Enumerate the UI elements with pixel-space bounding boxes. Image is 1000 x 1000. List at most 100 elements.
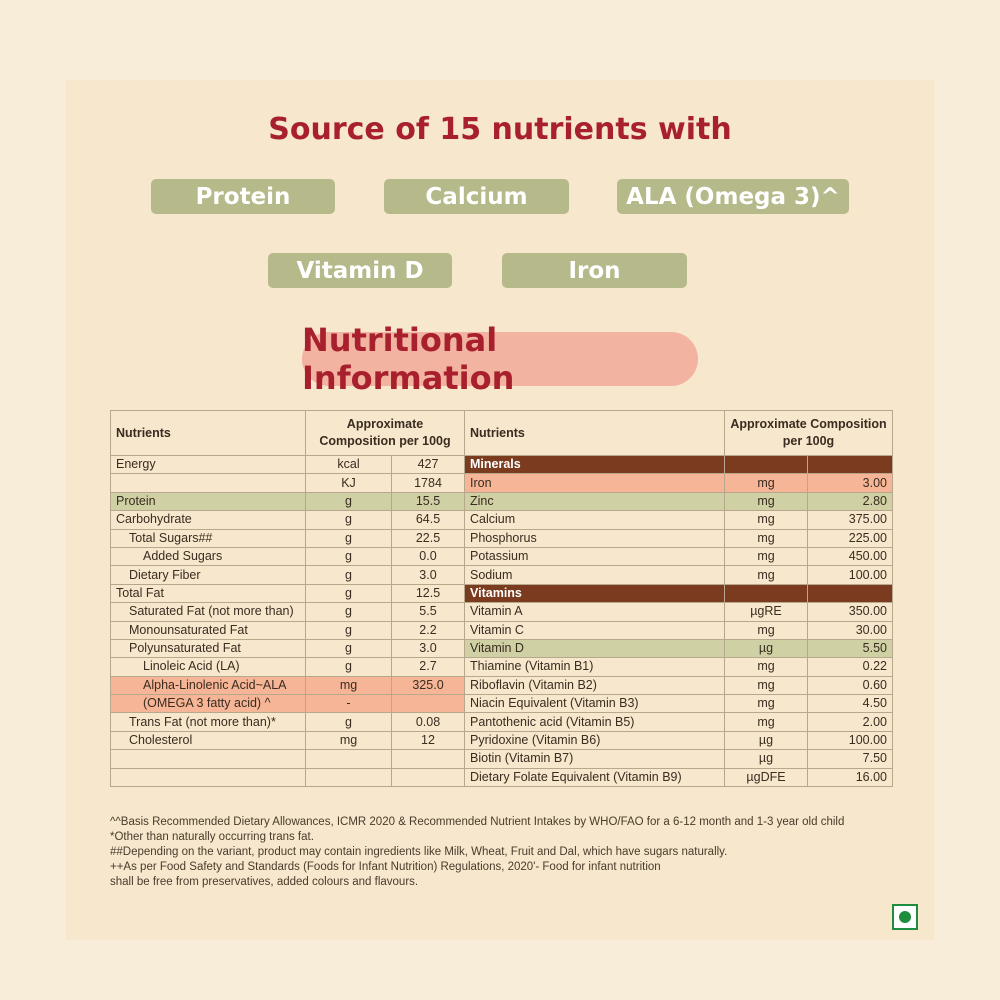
right-table-row: Riboflavin (Vitamin B2) mg 0.60 (464, 675, 893, 696)
left-table-cell-value: 12 (391, 730, 465, 751)
right-table-cell-unit: mg (724, 565, 808, 585)
right-table-row: Biotin (Vitamin B7) µg 7.50 (464, 749, 893, 769)
left-table-cell-name (110, 473, 306, 493)
left-table-cell-value: 0.0 (391, 546, 465, 567)
right-table-cell-value: 2.00 (807, 712, 893, 732)
left-table-cell-unit: g (305, 491, 392, 512)
right-table-cell-name: Iron (464, 473, 725, 493)
right-nutrition-table: Nutrients Approximate Composition per 10… (464, 410, 893, 788)
right-table-cell-value: 2.80 (807, 491, 893, 512)
left-table-row: Polyunsaturated Fat g 3.0 (110, 638, 465, 659)
left-table-row: Dietary Fiber g 3.0 (110, 565, 465, 585)
left-header-composition: Approximate Composition per 100g (305, 410, 465, 456)
footnote-sugars: ##Depending on the variant, product may … (110, 846, 728, 858)
left-table-cell-value (391, 767, 465, 788)
right-table-cell-value: 450.00 (807, 546, 893, 567)
pill-protein: Protein (151, 179, 335, 214)
right-table-cell-name: Zinc (464, 491, 725, 512)
left-header-nutrients: Nutrients (110, 410, 306, 456)
right-table-row: Thiamine (Vitamin B1) mg 0.22 (464, 657, 893, 677)
left-table-cell-value: 5.5 (391, 602, 465, 622)
right-table-cell-value (807, 583, 893, 604)
right-table-row: Minerals (464, 454, 893, 475)
pill-calcium: Calcium (384, 179, 569, 214)
right-table-cell-name: Dietary Folate Equivalent (Vitamin B9) (464, 767, 725, 788)
right-table-cell-value: 100.00 (807, 565, 893, 585)
right-table-cell-name: Pantothenic acid (Vitamin B5) (464, 712, 725, 732)
left-table-cell-name: Added Sugars (110, 546, 306, 567)
right-table-row: Iron mg 3.00 (464, 473, 893, 493)
right-table-cell-name: Vitamin D (464, 638, 725, 659)
left-table-cell-value: 3.0 (391, 565, 465, 585)
right-table-cell-unit: mg (724, 491, 808, 512)
left-table-row: Protein g 15.5 (110, 491, 465, 512)
left-table-cell-unit: KJ (305, 473, 392, 493)
right-table-row: Pantothenic acid (Vitamin B5) mg 2.00 (464, 712, 893, 732)
right-table-cell-unit: mg (724, 510, 808, 530)
left-table-row: Added Sugars g 0.0 (110, 546, 465, 567)
left-table-cell-unit: g (305, 583, 392, 604)
right-table-cell-value: 4.50 (807, 694, 893, 714)
left-table-row: (OMEGA 3 fatty acid) ^ - (110, 694, 465, 714)
left-table-row: Cholesterol mg 12 (110, 730, 465, 751)
right-table-cell-name: Vitamins (464, 583, 725, 604)
left-table-cell-unit: g (305, 528, 392, 548)
right-table-cell-name: Vitamin A (464, 602, 725, 622)
right-table-cell-name: Sodium (464, 565, 725, 585)
left-table-cell-unit (305, 749, 392, 769)
left-table-cell-unit (305, 767, 392, 788)
right-table-cell-value: 225.00 (807, 528, 893, 548)
left-table-cell-name: Dietary Fiber (110, 565, 306, 585)
right-table-cell-value: 30.00 (807, 620, 893, 640)
left-table-cell-name: Energy (110, 454, 306, 475)
right-table-cell-unit: mg (724, 694, 808, 714)
left-table-cell-unit: mg (305, 730, 392, 751)
right-table-row: Vitamins (464, 583, 893, 604)
right-table-row: Sodium mg 100.00 (464, 565, 893, 585)
left-table-cell-value: 22.5 (391, 528, 465, 548)
right-table-cell-name: Minerals (464, 454, 725, 475)
left-table-cell-value: 427 (391, 454, 465, 475)
right-table-cell-unit: µg (724, 749, 808, 769)
right-table-cell-name: Calcium (464, 510, 725, 530)
left-table-cell-name: Protein (110, 491, 306, 512)
right-table-cell-value: 375.00 (807, 510, 893, 530)
nutritional-information-banner: Nutritional Information (302, 321, 698, 397)
left-table-cell-value: 2.7 (391, 657, 465, 677)
left-table-cell-name: Saturated Fat (not more than) (110, 602, 306, 622)
left-table-cell-unit: g (305, 712, 392, 732)
pill-ala: ALA (Omega 3)^ (617, 179, 849, 214)
left-table-cell-name: Trans Fat (not more than)* (110, 712, 306, 732)
left-table-row: Monounsaturated Fat g 2.2 (110, 620, 465, 640)
left-table-cell-unit: g (305, 657, 392, 677)
right-table-cell-unit: µgRE (724, 602, 808, 622)
footnote-rda: ^^Basis Recommended Dietary Allowances, … (110, 816, 845, 828)
right-table-cell-name: Vitamin C (464, 620, 725, 640)
pill-vitamin-d: Vitamin D (268, 253, 452, 288)
footnote-fssai: ++As per Food Safety and Standards (Food… (110, 861, 661, 873)
footnotes: ^^Basis Recommended Dietary Allowances, … (110, 815, 910, 890)
left-table-cell-value: 325.0 (391, 675, 465, 696)
left-table-cell-unit: g (305, 620, 392, 640)
left-table-cell-unit: g (305, 546, 392, 567)
left-table-row: Total Sugars## g 22.5 (110, 528, 465, 548)
right-table-row: Pyridoxine (Vitamin B6) µg 100.00 (464, 730, 893, 751)
left-nutrition-table: Nutrients Approximate Composition per 10… (110, 410, 465, 788)
veg-dot-icon (899, 911, 911, 923)
right-table-cell-unit: mg (724, 528, 808, 548)
left-table-cell-name: Linoleic Acid (LA) (110, 657, 306, 677)
left-table-cell-unit: g (305, 602, 392, 622)
left-table-cell-value: 0.08 (391, 712, 465, 732)
left-table-row (110, 749, 465, 769)
right-table-cell-unit: µg (724, 730, 808, 751)
left-table-cell-value: 15.5 (391, 491, 465, 512)
right-table-cell-name: Thiamine (Vitamin B1) (464, 657, 725, 677)
left-table-row (110, 767, 465, 788)
headline: Source of 15 nutrients with (268, 112, 732, 147)
left-table-cell-name: Polyunsaturated Fat (110, 638, 306, 659)
left-table-cell-name: Total Sugars## (110, 528, 306, 548)
left-table-row: Trans Fat (not more than)* g 0.08 (110, 712, 465, 732)
